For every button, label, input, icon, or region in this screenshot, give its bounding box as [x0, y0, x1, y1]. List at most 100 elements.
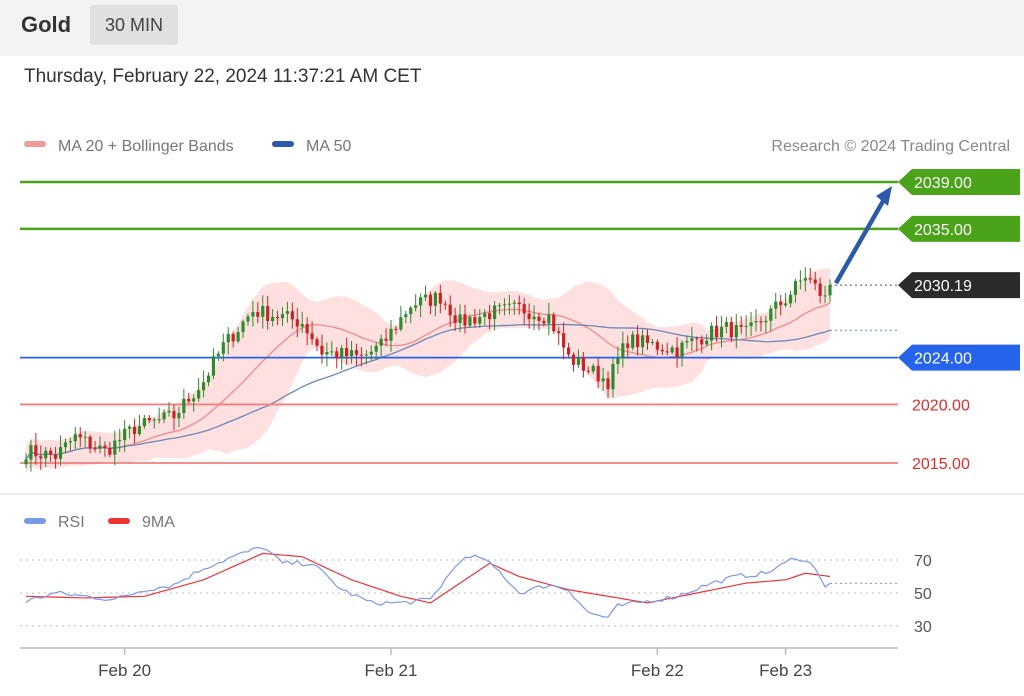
candle-body — [157, 419, 161, 421]
candle-body — [123, 428, 127, 441]
candle-body — [187, 398, 191, 402]
candle-body — [803, 278, 807, 281]
candle-body — [182, 398, 186, 414]
candle-body — [591, 365, 595, 372]
candle-body — [552, 314, 556, 332]
candle-body — [177, 413, 181, 419]
x-tick-label: Feb 20 — [98, 661, 151, 680]
candle-body — [764, 320, 768, 323]
candle-body — [221, 342, 225, 354]
candle-body — [394, 328, 398, 330]
x-tick-label: Feb 21 — [365, 661, 418, 680]
candlesticks — [24, 267, 832, 472]
candle-body — [305, 324, 309, 334]
rsi-tick-label: 30 — [914, 619, 932, 636]
candle-body — [325, 351, 329, 355]
ma20-line — [25, 302, 831, 460]
candle-body — [118, 440, 122, 442]
candle-body — [34, 445, 38, 457]
candle-body — [98, 445, 102, 449]
candle-body — [636, 334, 640, 348]
resistance-tag — [898, 169, 1020, 195]
candle-body — [680, 342, 684, 357]
candle-body — [354, 350, 359, 355]
rsi-ma-line — [25, 552, 831, 604]
candle-body — [201, 382, 206, 391]
candle-body — [423, 294, 428, 298]
rsi-panel: 70 50 30 — [20, 546, 932, 636]
candle-body — [236, 332, 240, 342]
candle-body — [108, 448, 112, 455]
candle-body — [749, 322, 753, 327]
rsi-line — [25, 546, 831, 618]
candle-body — [63, 442, 68, 448]
candle-body — [369, 351, 373, 355]
candle-body — [512, 302, 516, 304]
candle-body — [29, 445, 33, 460]
candle-body — [290, 311, 294, 320]
candle-body — [83, 436, 87, 438]
candle-body — [433, 292, 437, 306]
timeframe-button[interactable]: 30 MIN — [90, 5, 178, 45]
ma50-legend-label: MA 50 — [306, 138, 351, 155]
candle-body — [739, 325, 743, 327]
last-price-tag — [898, 272, 1020, 299]
candle-body — [458, 314, 462, 323]
candle-body — [675, 347, 679, 357]
candle-body — [640, 335, 645, 348]
candle-body — [211, 356, 216, 376]
candle-body — [78, 434, 82, 438]
candle-body — [478, 316, 482, 324]
candle-body — [670, 347, 674, 353]
candle-body — [419, 297, 423, 306]
candle-body — [216, 353, 220, 357]
resistance-value: 2035.00 — [914, 222, 972, 239]
ma50-line — [25, 323, 831, 460]
datetime-label: Thursday, February 22, 2024 11:37:21 AM … — [24, 66, 422, 87]
candle-body — [53, 454, 58, 459]
candle-body — [665, 351, 669, 353]
rsi-legend-swatch — [24, 518, 46, 524]
candle-body — [823, 295, 827, 297]
candle-body — [710, 325, 714, 341]
candle-body — [774, 301, 778, 309]
candle-body — [502, 304, 507, 306]
candle-body — [409, 307, 413, 315]
candle-body — [275, 316, 280, 319]
candle-body — [719, 326, 724, 338]
candle-body — [488, 313, 492, 320]
candle-body — [310, 333, 314, 340]
candle-body — [497, 305, 502, 307]
moving-averages — [25, 302, 831, 460]
candle-body — [695, 338, 699, 340]
candle-body — [414, 305, 418, 308]
candle-body — [537, 316, 541, 321]
candle-body — [172, 410, 176, 419]
candle-body — [596, 365, 600, 382]
resistance-tag — [898, 215, 1020, 242]
candle-body — [137, 426, 142, 435]
candle-body — [438, 292, 442, 304]
candle-body — [364, 354, 368, 356]
candle-body — [463, 314, 467, 326]
candle-body — [330, 351, 334, 353]
candle-body — [404, 314, 408, 318]
candle-body — [58, 447, 63, 459]
candle-body — [147, 418, 151, 421]
x-tick-label: Feb 23 — [759, 661, 812, 680]
candle-body — [808, 278, 812, 280]
candle-body — [256, 312, 260, 317]
candle-body — [24, 459, 28, 465]
candle-body — [448, 304, 452, 316]
candle-body — [483, 313, 487, 317]
candle-body — [280, 313, 285, 319]
candle-body — [759, 321, 763, 323]
candle-body — [241, 321, 245, 333]
candle-body — [557, 331, 561, 334]
candle-body — [468, 317, 472, 326]
candle-body — [359, 354, 364, 356]
candle-body — [576, 357, 581, 365]
candle-body — [93, 448, 97, 450]
candle-body — [601, 378, 605, 382]
